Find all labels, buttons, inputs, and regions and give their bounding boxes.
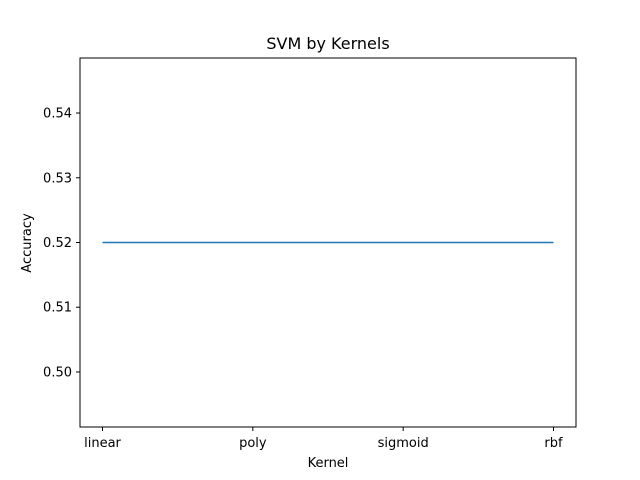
chart-title: SVM by Kernels: [266, 34, 389, 53]
x-tick-label: poly: [239, 436, 267, 451]
y-axis-label: Accuracy: [20, 213, 35, 273]
y-tick-label: 0.50: [43, 365, 72, 380]
y-tick-label: 0.52: [43, 236, 72, 251]
x-tick-label: sigmoid: [378, 436, 429, 451]
x-tick-label: linear: [84, 436, 121, 451]
x-axis-label: Kernel: [308, 456, 349, 471]
x-axis-ticks: linear poly sigmoid rbf: [84, 427, 563, 451]
y-tick-label: 0.53: [43, 171, 72, 186]
x-tick-label: rbf: [544, 436, 563, 451]
y-tick-label: 0.51: [43, 301, 72, 316]
y-axis-ticks: 0.50 0.51 0.52 0.53 0.54: [43, 107, 80, 380]
y-tick-label: 0.54: [43, 107, 72, 122]
